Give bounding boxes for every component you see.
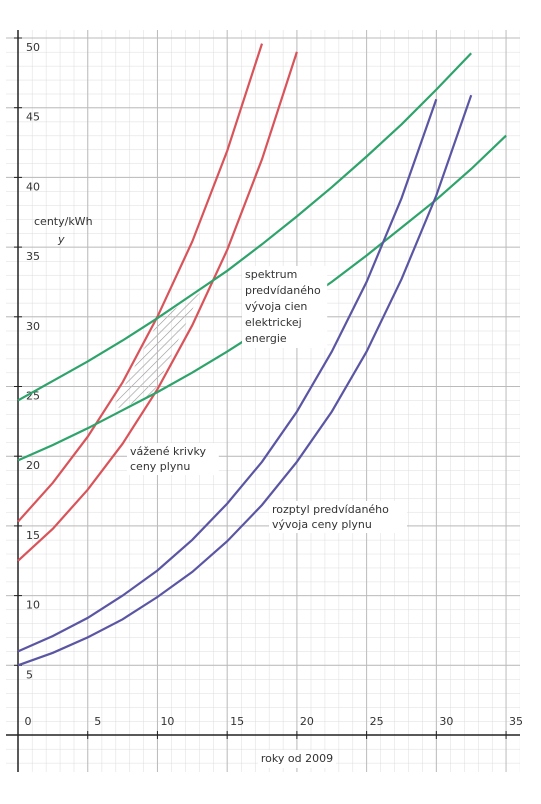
- y-axis-label: centy/kWh: [34, 215, 93, 228]
- y-tick-label: 35: [26, 250, 40, 263]
- x-tick-label: 25: [370, 715, 384, 728]
- x-tick-label: 35: [509, 715, 523, 728]
- y-tick-label: 40: [26, 180, 40, 193]
- x-tick-label: 10: [160, 715, 174, 728]
- x-tick-label: 15: [230, 715, 244, 728]
- x-tick-label: 5: [94, 715, 101, 728]
- annotation: vývoja cien: [245, 300, 307, 313]
- y-axis-label: y: [57, 233, 65, 246]
- y-tick-label: 5: [26, 668, 33, 681]
- hatched-region: [112, 293, 200, 410]
- series-line: [17, 94, 473, 667]
- annotation: energie: [245, 332, 287, 345]
- y-tick-label: 45: [26, 111, 40, 124]
- series-line: [17, 43, 264, 523]
- annotation: spektrum: [245, 268, 297, 281]
- annotation: vážené krivky: [130, 445, 206, 458]
- y-tick-label: 20: [26, 459, 40, 472]
- annotation: vývoja ceny plynu: [272, 518, 372, 531]
- series-line: [17, 98, 438, 653]
- series-line: [17, 52, 472, 402]
- annotation: ceny plynu: [130, 460, 190, 473]
- x-tick-label: 30: [439, 715, 453, 728]
- annotation-bg: [242, 266, 328, 348]
- annotation: elektrickej: [245, 316, 302, 329]
- y-tick-label: 50: [26, 41, 40, 54]
- label-bg: [258, 750, 336, 768]
- x-tick-label: 0: [25, 715, 32, 728]
- y-tick-label: 15: [26, 529, 40, 542]
- annotation: predvídaného: [245, 284, 321, 297]
- annotation-bg: [269, 501, 407, 533]
- y-tick-label: 10: [26, 599, 40, 612]
- series-line: [17, 51, 298, 562]
- minor-grid: [6, 30, 520, 772]
- annotation-bg: [127, 443, 219, 475]
- x-axis-label: roky od 2009: [261, 752, 333, 765]
- annotation: rozptyl predvídaného: [272, 503, 389, 516]
- x-tick-label: 20: [300, 715, 314, 728]
- y-tick-label: 30: [26, 320, 40, 333]
